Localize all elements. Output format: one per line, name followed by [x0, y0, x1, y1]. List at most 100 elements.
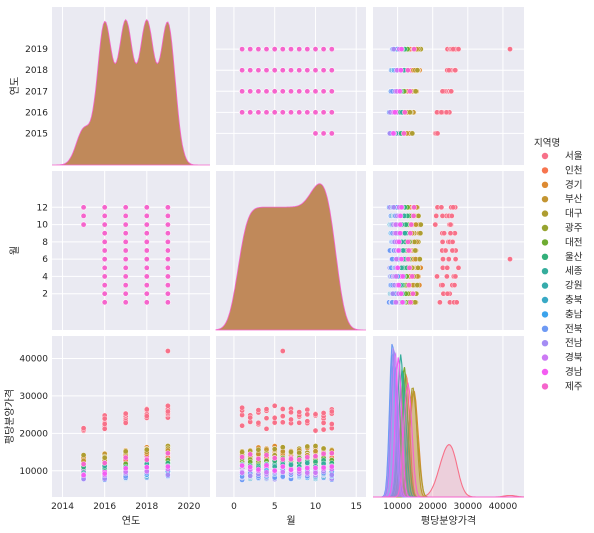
scatter-point [263, 415, 270, 422]
y-tick-label: 2019 [25, 45, 48, 55]
y-tick-label: 2016 [25, 108, 48, 118]
scatter-point [415, 264, 421, 271]
scatter-point [304, 88, 311, 95]
scatter-point [312, 88, 319, 95]
scatter-point [453, 299, 460, 306]
scatter-point [122, 247, 129, 254]
scatter-point [288, 88, 294, 95]
scatter-point [447, 221, 454, 228]
scatter-point [296, 46, 303, 52]
scatter-point [122, 299, 129, 306]
scatter-point [452, 256, 459, 262]
scatter-point [446, 67, 452, 73]
y-tick-label: 2015 [25, 129, 48, 139]
scatter-point [328, 67, 335, 73]
scatter-point [397, 230, 403, 236]
scatter-point [165, 256, 171, 262]
scatter-point [320, 67, 327, 73]
scatter-point [398, 204, 405, 211]
panel-연도-vs-평당분양가격 [373, 7, 524, 165]
scatter-point [409, 130, 416, 137]
scatter-point [397, 221, 404, 228]
panel-연도-vs-월 [216, 7, 366, 165]
scatter-point [101, 290, 108, 297]
scatter-point [279, 109, 286, 116]
scatter-point [165, 264, 171, 271]
scatter-point [411, 46, 417, 52]
scatter-point [143, 264, 150, 271]
scatter-point [398, 67, 404, 73]
scatter-point [296, 109, 303, 116]
scatter-point [390, 46, 397, 52]
scatter-point [304, 109, 311, 116]
scatter-point [288, 67, 294, 73]
scatter-point [143, 256, 150, 262]
scatter-point [165, 239, 171, 245]
panel-평당분양가격-vs-월: 0 5 10 15 [216, 336, 366, 512]
scatter-point [101, 213, 108, 219]
scatter-point [328, 130, 335, 137]
scatter-point [101, 470, 108, 477]
scatter-point [440, 256, 446, 262]
scatter-point [143, 213, 150, 219]
scatter-point [395, 247, 402, 254]
scatter-point [411, 204, 417, 211]
scatter-point [395, 282, 402, 288]
scatter-point [438, 109, 445, 116]
scatter-point [101, 256, 108, 262]
scatter-point [407, 109, 413, 116]
scatter-point [312, 109, 319, 116]
scatter-point [328, 88, 335, 95]
scatter-point [122, 448, 129, 455]
scatter-point [320, 420, 327, 426]
scatter-point [101, 204, 108, 211]
scatter-point [279, 88, 286, 95]
scatter-point [288, 46, 294, 52]
scatter-point [143, 282, 150, 288]
scatter-point [271, 46, 278, 52]
scatter-point [165, 471, 171, 478]
scatter-point [449, 239, 456, 245]
scatter-point [434, 273, 440, 280]
kde-density-연도 [52, 18, 210, 166]
scatter-point [101, 264, 108, 271]
scatter-point [143, 299, 150, 306]
scatter-point [165, 299, 171, 306]
scatter-point [263, 46, 270, 52]
scatter-point [271, 415, 278, 421]
scatter-point [393, 273, 400, 280]
scatter-point [101, 454, 108, 461]
scatter-point [320, 130, 327, 137]
scatter-point [288, 416, 294, 423]
scatter-point [255, 46, 262, 52]
scatter-point [101, 247, 108, 254]
scatter-point [443, 109, 450, 116]
scatter-point [414, 67, 421, 73]
x-tick-label: 2016 [93, 502, 116, 512]
scatter-point [452, 273, 459, 280]
scatter-point [410, 213, 417, 219]
scatter-point [279, 419, 286, 426]
scatter-point [143, 413, 150, 419]
scatter-point [405, 256, 412, 262]
scatter-point [439, 88, 446, 95]
y-tick-label: 8 [42, 238, 48, 248]
scatter-point [101, 425, 108, 432]
scatter-point [143, 204, 150, 211]
scatter-point [263, 67, 270, 73]
scatter-point [101, 239, 108, 245]
panel-월-vs-월 [215, 171, 366, 331]
scatter-point [413, 221, 419, 228]
scatter-point [165, 204, 171, 211]
scatter-point [398, 46, 405, 52]
scatter-point [263, 88, 270, 95]
scatter-point [415, 213, 422, 219]
scatter-point [449, 247, 456, 254]
scatter-point [143, 239, 150, 245]
y-tick-label: 2018 [25, 66, 48, 76]
y-tick-label: 12 [37, 203, 48, 213]
scatter-point [101, 282, 108, 288]
scatter-point [320, 88, 327, 95]
y-tick-label: 2017 [25, 87, 48, 97]
